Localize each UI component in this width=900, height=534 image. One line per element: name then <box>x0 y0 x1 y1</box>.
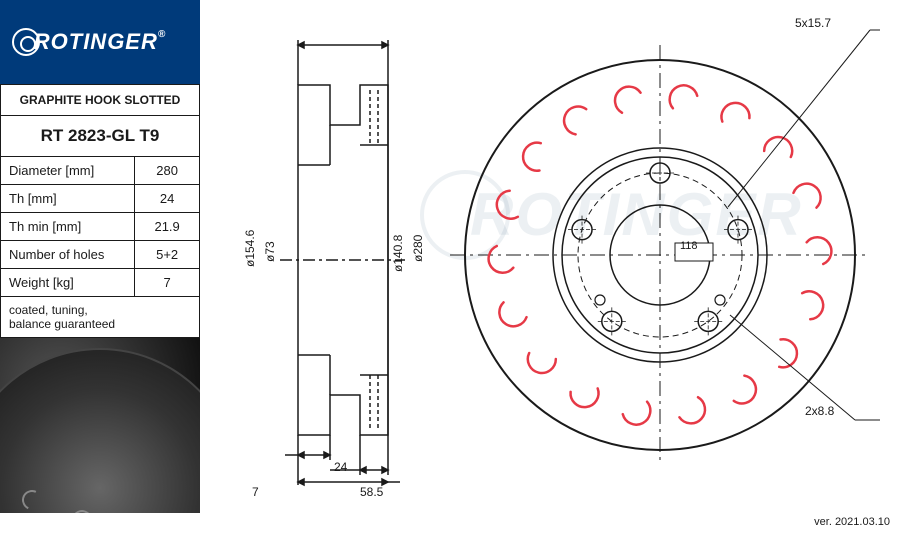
dim-d140: ø140.8 <box>391 235 405 272</box>
spec-label-th: Th [mm] <box>1 185 135 213</box>
brand-logo: ROTINGER <box>0 0 200 84</box>
dim-d280: ø280 <box>411 235 425 262</box>
dim-w24: 24 <box>334 460 347 474</box>
spec-value-th: 24 <box>135 185 200 213</box>
dim-d154: ø154.6 <box>243 230 257 267</box>
spec-label-weight: Weight [kg] <box>1 269 135 297</box>
logo-icon <box>12 28 40 56</box>
front-view-drawing <box>440 10 880 500</box>
version-label: ver. 2021.03.10 <box>814 516 890 528</box>
spec-value-weight: 7 <box>135 269 200 297</box>
spec-value-diameter: 280 <box>135 157 200 185</box>
product-photo <box>0 338 200 513</box>
footer-note: coated, tuning, balance guaranteed <box>1 297 200 338</box>
spec-label-holes: Number of holes <box>1 241 135 269</box>
dim-d73: ø73 <box>263 241 277 262</box>
dim-w58: 58.5 <box>360 485 383 499</box>
spec-label-thmin: Th min [mm] <box>1 213 135 241</box>
dim-w7: 7 <box>252 485 259 499</box>
brand-name: ROTINGER <box>34 29 167 55</box>
spec-value-thmin: 21.9 <box>135 213 200 241</box>
spec-value-holes: 5+2 <box>135 241 200 269</box>
drawing-area: ROTINGER <box>200 0 900 534</box>
sidebar: ROTINGER GRAPHITE HOOK SLOTTED RT 2823-G… <box>0 0 200 534</box>
dim-bolt-pattern: 5x15.7 <box>795 16 831 30</box>
product-type: GRAPHITE HOOK SLOTTED <box>1 85 200 116</box>
part-number: RT 2823-GL T9 <box>1 116 200 157</box>
spec-label-diameter: Diameter [mm] <box>1 157 135 185</box>
spec-table: GRAPHITE HOOK SLOTTED RT 2823-GL T9 Diam… <box>0 84 200 338</box>
dim-secondary-holes: 2x8.8 <box>805 404 834 418</box>
side-view-drawing <box>230 30 410 490</box>
dim-pcd: 118 <box>680 240 698 252</box>
